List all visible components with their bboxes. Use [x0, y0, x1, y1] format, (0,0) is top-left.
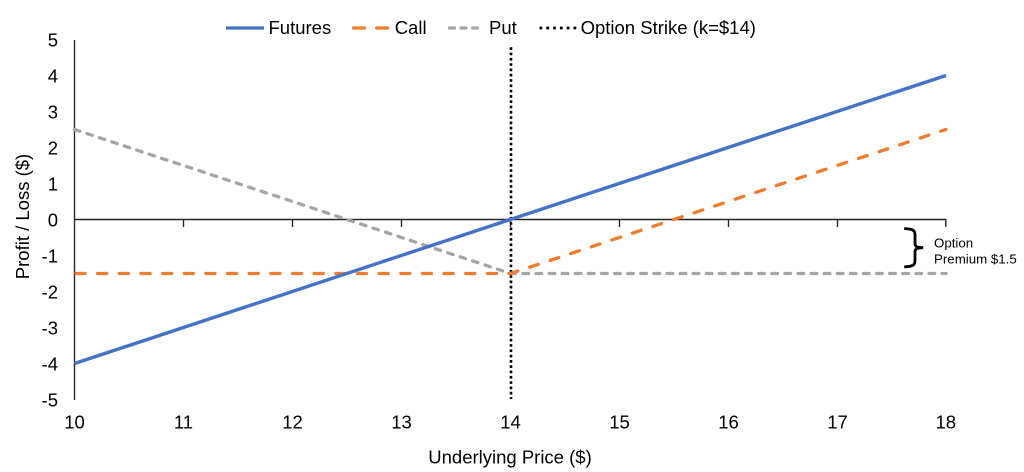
svg-text:-2: -2 [42, 282, 58, 303]
svg-text:10: 10 [64, 412, 85, 433]
svg-text:16: 16 [718, 412, 739, 433]
svg-text:Underlying Price ($): Underlying Price ($) [428, 447, 591, 468]
svg-text:-5: -5 [42, 390, 58, 411]
svg-text:1: 1 [48, 174, 58, 195]
svg-text:4: 4 [48, 66, 58, 87]
svg-text:2: 2 [48, 138, 58, 159]
svg-text:0: 0 [48, 210, 58, 231]
svg-text:-3: -3 [42, 318, 58, 339]
svg-text:12: 12 [282, 412, 303, 433]
svg-text:3: 3 [48, 102, 58, 123]
svg-text:-1: -1 [42, 246, 58, 267]
svg-text:Put: Put [489, 17, 517, 38]
svg-text:18: 18 [936, 412, 957, 433]
svg-text:Profit / Loss ($): Profit / Loss ($) [12, 154, 33, 279]
svg-text:15: 15 [609, 412, 630, 433]
svg-text:Option: Option [934, 236, 973, 251]
svg-text:14: 14 [500, 412, 521, 433]
svg-text:Futures: Futures [269, 17, 332, 38]
svg-text:Option Strike (k=$14): Option Strike (k=$14) [581, 17, 756, 38]
svg-text:5: 5 [48, 30, 58, 51]
svg-text:-4: -4 [42, 354, 58, 375]
svg-text:11: 11 [174, 412, 193, 433]
svg-text:Premium $1.5: Premium $1.5 [934, 252, 1017, 267]
svg-text:Call: Call [395, 17, 427, 38]
svg-text:13: 13 [391, 412, 412, 433]
svg-text:17: 17 [827, 412, 848, 433]
